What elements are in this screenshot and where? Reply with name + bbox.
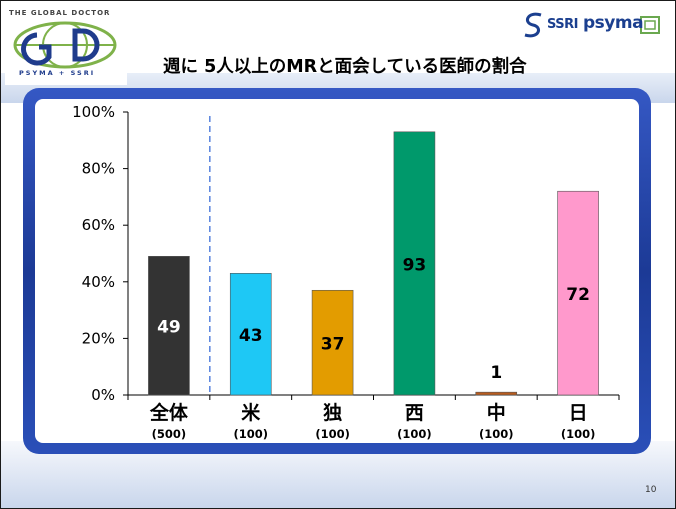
data-label: 43	[239, 326, 263, 346]
category-label: 西	[405, 402, 424, 424]
category-label: 米	[241, 401, 261, 424]
sample-size-label: (500)	[152, 427, 187, 441]
bar-6	[557, 190, 599, 396]
slide-title: 週に 5人以上のMRと面会している医師の割合	[163, 57, 527, 77]
data-label: 72	[566, 285, 590, 305]
data-label: 49	[157, 318, 181, 338]
category-label: 中	[487, 401, 506, 424]
logo-ssri-text: SSRI	[547, 17, 579, 32]
data-label: 1	[490, 363, 502, 383]
logo-psyma-text: psyma	[583, 13, 644, 33]
y-tick-label: 40%	[82, 273, 115, 291]
sample-size-label: (100)	[233, 427, 268, 441]
y-tick-label: 60%	[82, 216, 115, 234]
category-label: 日	[569, 402, 588, 424]
ssri-psyma-logo: SSRI psyma	[517, 7, 663, 41]
y-tick-label: 0%	[91, 386, 115, 404]
sample-size-label: (100)	[561, 427, 596, 441]
page-number: 10	[645, 485, 657, 495]
bar-4	[393, 131, 436, 396]
bar-2	[229, 273, 272, 396]
category-label: 独	[323, 401, 342, 424]
ssri-swirl-icon	[524, 12, 660, 38]
y-tick-label: 80%	[82, 160, 115, 178]
y-tick-label: 20%	[82, 329, 115, 347]
y-tick-label: 100%	[72, 103, 115, 121]
sample-size-label: (100)	[397, 427, 432, 441]
bar-5	[475, 391, 518, 396]
sample-size-label: (100)	[315, 427, 350, 441]
globe-logo-icon	[13, 21, 117, 69]
logo-tagline: THE GLOBAL DOCTOR	[9, 9, 111, 17]
category-label: 全体	[149, 401, 189, 424]
bar-1	[148, 256, 190, 396]
global-doctor-logo: THE GLOBAL DOCTOR PSYMA + SSRI	[5, 5, 127, 85]
sample-size-label: (100)	[479, 427, 514, 441]
data-label: 93	[403, 255, 427, 275]
logo-sub: PSYMA + SSRI	[19, 69, 96, 77]
data-label: 37	[321, 335, 345, 355]
bar-3	[311, 289, 354, 396]
